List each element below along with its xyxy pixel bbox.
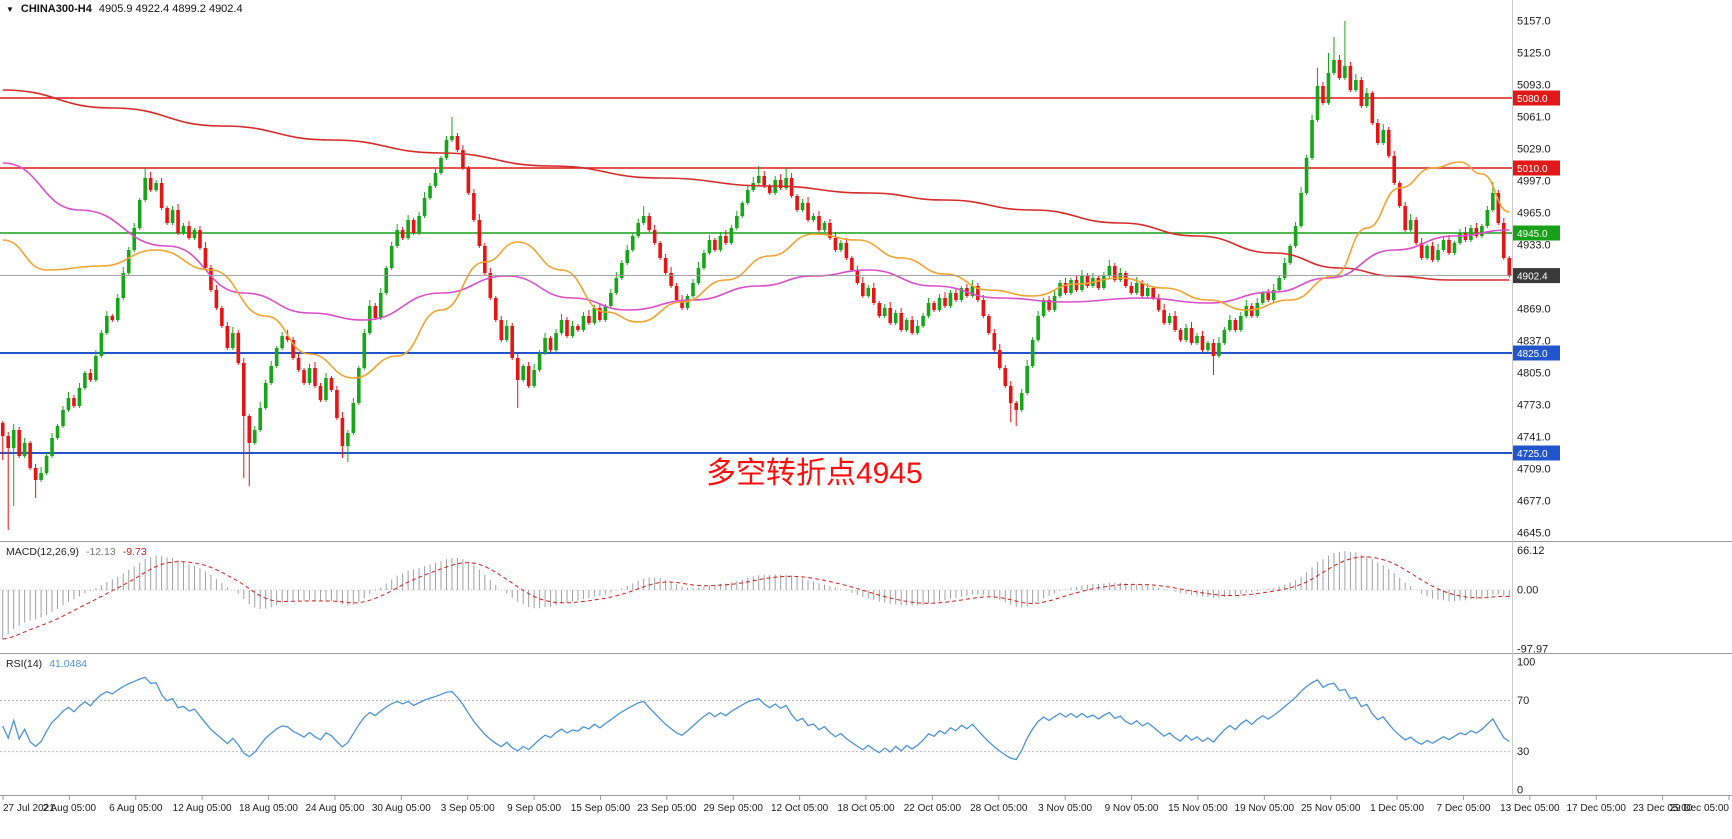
annotation-text[interactable]: 多空转折点4945 xyxy=(706,457,923,490)
price-badge-4945.0: 4945.0 xyxy=(1513,225,1560,241)
time-tick-label: 19 Nov 05:00 xyxy=(1235,803,1295,814)
macd-name: MACD(12,26,9) xyxy=(6,546,79,558)
time-tick-label: 23 Dec 05:00 xyxy=(1633,803,1693,814)
price-tick-label: 4709.0 xyxy=(1517,464,1551,476)
price-tick-label: 4965.0 xyxy=(1517,208,1551,220)
price-tick-label: 5061.0 xyxy=(1517,112,1551,124)
symbol-label: CHINA300-H4 xyxy=(20,3,92,15)
rsi-scale-label: 30 xyxy=(1517,746,1529,758)
ma-slow-line xyxy=(2,89,1510,281)
rsi-indicator-label: RSI(14) 41.0484 xyxy=(6,658,87,670)
time-tick-label: 27 Jul 2021 xyxy=(3,803,55,814)
time-tick-label: 25 Nov 05:00 xyxy=(1301,803,1361,814)
time-tick-label: 1 Dec 05:00 xyxy=(1370,803,1424,814)
symbol-ohlc-label: ▼ CHINA300-H4 4905.9 4922.4 4899.2 4902.… xyxy=(6,3,243,15)
time-tick-label: 29 Sep 05:00 xyxy=(703,803,763,814)
price-badge-5010.0: 5010.0 xyxy=(1513,160,1560,176)
price-badge-5080.0: 5080.0 xyxy=(1513,90,1560,106)
price-tick-label: 4805.0 xyxy=(1517,368,1551,380)
time-tick-label: 29 Dec 05:00 xyxy=(1670,803,1730,814)
svg-text:4725.0: 4725.0 xyxy=(1517,449,1548,460)
rsi-name: RSI(14) xyxy=(6,658,43,670)
macd-main-value: -12.13 xyxy=(85,546,116,558)
time-tick-label: 7 Dec 05:00 xyxy=(1436,803,1490,814)
rsi-scale-label: 100 xyxy=(1517,657,1535,669)
svg-text:5080.0: 5080.0 xyxy=(1517,94,1548,105)
time-tick-label: 28 Oct 05:00 xyxy=(970,803,1028,814)
time-tick-label: 17 Dec 05:00 xyxy=(1566,803,1626,814)
time-tick-label: 18 Aug 05:00 xyxy=(239,803,298,814)
time-tick-label: 24 Aug 05:00 xyxy=(305,803,364,814)
price-tick-label: 5029.0 xyxy=(1517,144,1551,156)
macd-scale-label: 0.00 xyxy=(1517,585,1538,597)
time-tick-label: 3 Nov 05:00 xyxy=(1038,803,1092,814)
svg-text:4945.0: 4945.0 xyxy=(1517,229,1548,240)
time-tick-label: 6 Aug 05:00 xyxy=(109,803,163,814)
svg-text:4902.4: 4902.4 xyxy=(1517,271,1548,282)
rsi-line xyxy=(2,676,1510,761)
price-tick-label: 4933.0 xyxy=(1517,240,1551,252)
time-tick-label: 23 Sep 05:00 xyxy=(637,803,697,814)
price-tick-label: 5125.0 xyxy=(1517,48,1551,60)
price-tick-label: 4773.0 xyxy=(1517,400,1551,412)
price-tick-label: 4677.0 xyxy=(1517,496,1551,508)
rsi-scale-label: 0 xyxy=(1517,785,1523,797)
svg-text:5010.0: 5010.0 xyxy=(1517,164,1548,175)
price-tick-label: 4997.0 xyxy=(1517,176,1551,188)
macd-scale-label: -97.97 xyxy=(1517,643,1548,655)
price-tick-label: 4869.0 xyxy=(1517,304,1551,316)
svg-text:4825.0: 4825.0 xyxy=(1517,349,1548,360)
time-tick-label: 12 Aug 05:00 xyxy=(173,803,232,814)
time-tick-label: 9 Sep 05:00 xyxy=(507,803,561,814)
time-tick-label: 13 Dec 05:00 xyxy=(1500,803,1560,814)
current-price-badge: 4902.4 xyxy=(1513,268,1560,284)
price-axis[interactable]: 5157.0 5125.0 5093.0 5061.0 5029.0 4997.0 4965… xyxy=(1517,16,1551,540)
price-badge-4825.0: 4825.0 xyxy=(1513,345,1560,361)
time-tick-label: 15 Nov 05:00 xyxy=(1168,803,1228,814)
candles-layer xyxy=(0,21,1512,530)
time-tick-label: 30 Aug 05:00 xyxy=(372,803,431,814)
time-tick-label: 2 Aug 05:00 xyxy=(43,803,97,814)
time-tick-label: 12 Oct 05:00 xyxy=(771,803,829,814)
macd-signal-value: -9.73 xyxy=(122,546,147,558)
price-tick-label: 5157.0 xyxy=(1517,16,1551,28)
rsi-panel: 100 70 30 0 xyxy=(0,657,1535,797)
price-tick-label: 4741.0 xyxy=(1517,432,1551,444)
time-tick-label: 3 Sep 05:00 xyxy=(441,803,495,814)
macd-indicator-label: MACD(12,26,9) -12.13 -9.73 xyxy=(6,546,147,558)
rsi-scale-label: 70 xyxy=(1517,695,1529,707)
price-tick-label: 5093.0 xyxy=(1517,80,1551,92)
macd-panel: 66.12 0.00 -97.97 xyxy=(0,545,1548,655)
price-tick-label: 4837.0 xyxy=(1517,336,1551,348)
time-tick-label: 9 Nov 05:00 xyxy=(1105,803,1159,814)
window-menu-triangle-icon[interactable]: ▼ xyxy=(6,4,14,14)
macd-signal-line xyxy=(2,556,1510,640)
macd-scale-label: 66.12 xyxy=(1517,545,1545,557)
time-tick-label: 15 Sep 05:00 xyxy=(571,803,631,814)
ohlc-values: 4905.9 4922.4 4899.2 4902.4 xyxy=(98,3,243,15)
price-badge-4725.0: 4725.0 xyxy=(1513,445,1560,461)
ma-mid-line xyxy=(2,162,1510,321)
time-tick-label: 18 Oct 05:00 xyxy=(837,803,895,814)
rsi-value: 41.0484 xyxy=(49,658,88,670)
time-tick-label: 22 Oct 05:00 xyxy=(904,803,962,814)
price-tick-label: 4645.0 xyxy=(1517,528,1551,540)
